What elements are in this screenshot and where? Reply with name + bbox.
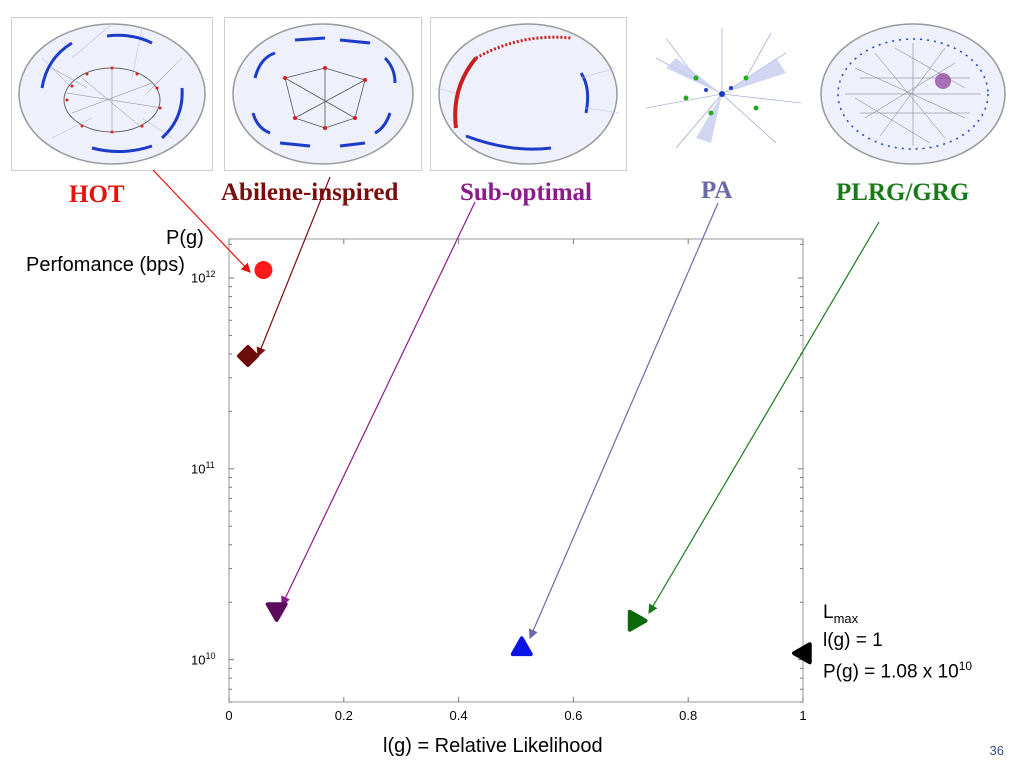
data-point-abilene-inspired [236,345,259,368]
x-tick-label: 1 [799,708,807,723]
lmax-performance-exponent: 10 [958,659,973,673]
x-tick-label: 0.2 [334,708,353,723]
network-topology-icon [232,23,414,165]
label-plrg: PLRG/GRG [836,179,970,206]
pa-topology-thumbnail [635,17,809,171]
network-topology-icon [645,28,802,149]
plot-frame [228,238,804,703]
network-topology-icon [18,23,206,165]
y-axis-title-line1: P(g) [166,227,204,249]
label-hot: HOT [69,181,125,208]
arrow-suboptimal [281,201,476,607]
y-tick-label: 1010 [191,650,216,667]
y-axis-title-line2: Perfomance (bps) [26,254,185,276]
y-tick-label: 1012 [191,268,216,286]
label-abilene: Abilene-inspired [221,179,399,206]
x-tick-label: 0.4 [449,708,468,723]
lmax-performance: P(g) = 1.08 x 1010 [823,659,972,683]
lmax-performance-value: P(g) = 1.08 x 10 [823,661,959,683]
data-point-sub-optimal [265,602,288,622]
lmax-label: Lmax [823,602,858,626]
data-point-lmax [792,642,812,665]
arrow-plrg [648,221,880,615]
data-point-hot [254,261,273,280]
x-tick-label: 0.6 [564,708,583,723]
x-tick-label: 0 [225,708,233,723]
hot-topology-thumbnail [11,17,213,171]
data-point-pa [510,636,533,657]
slide-number: 36 [989,743,1004,758]
lmax-symbol: L [823,602,834,623]
lmax-subscript: max [833,610,859,626]
abilene-topology-thumbnail [224,17,422,171]
lmax-likelihood: l(g) = 1 [823,630,883,651]
suboptimal-topology-thumbnail [430,17,627,171]
y-tick-label: 1011 [191,459,215,477]
label-suboptimal: Sub-optimal [460,179,592,206]
x-axis-title: l(g) = Relative Likelihood [383,735,603,757]
plrg-topology-thumbnail [814,17,1012,171]
data-point-plrg-grg [627,609,648,632]
network-topology-icon [820,23,1006,165]
x-tick-label: 0.8 [679,708,698,723]
label-pa: PA [701,177,733,204]
network-topology-icon [435,23,620,165]
arrow-pa [528,202,719,640]
